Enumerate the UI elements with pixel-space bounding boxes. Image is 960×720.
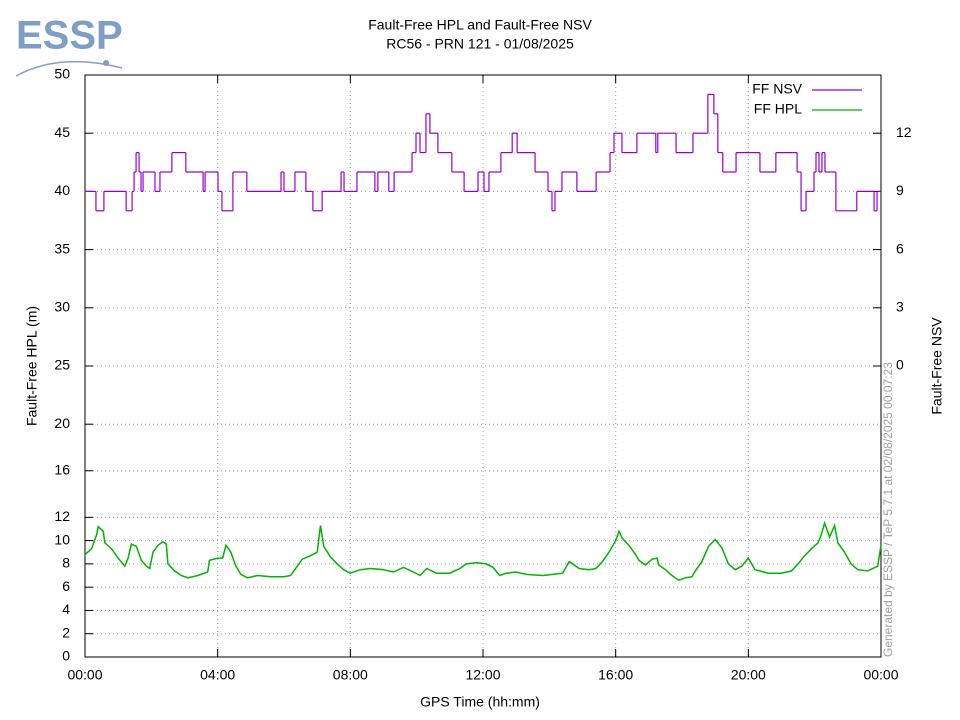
y-tick-label: 6 [62, 578, 70, 594]
legend-label: FF NSV [752, 81, 802, 97]
y-tick-label: 16 [54, 461, 70, 477]
y-tick-label: 10 [54, 531, 70, 547]
y-tick-label: 8 [62, 555, 70, 571]
x-tick-label: 20:00 [731, 667, 766, 683]
chart-title: Fault-Free HPL and Fault-Free NSV [368, 17, 592, 33]
hpl-line [84, 520, 882, 582]
plot-frame [84, 74, 882, 658]
y-axis-label: Fault-Free HPL (m) [24, 306, 40, 426]
y2-tick-label: 6 [896, 240, 904, 256]
y-tick-label: 50 [54, 66, 70, 82]
y-tick-label: 2 [62, 624, 70, 640]
y2-tick-label: 0 [896, 357, 904, 373]
x-tick-label: 08:00 [333, 667, 368, 683]
y-tick-label: 0 [62, 648, 70, 664]
logo: ESSP [16, 14, 123, 58]
y-tick-label: 4 [62, 601, 70, 617]
logo-arc [15, 60, 123, 77]
x-axis-label: GPS Time (hh:mm) [420, 694, 540, 710]
watermark: Generated by ESSP / TeP 5.7.1 at 02/08/2… [881, 362, 895, 657]
y-tick-label: 25 [54, 357, 70, 373]
y-tick-label: 35 [54, 240, 70, 256]
y2-tick-label: 9 [896, 182, 904, 198]
y2-tick-label: 3 [896, 299, 904, 315]
x-tick-label: 00:00 [863, 667, 898, 683]
y-tick-label: 45 [54, 124, 70, 140]
y-tick-label: 40 [54, 182, 70, 198]
x-tick-label: 04:00 [200, 667, 235, 683]
y2-axis-label: Fault-Free NSV [929, 317, 945, 415]
x-tick-label: 00:00 [67, 667, 102, 683]
logo-dot [103, 60, 109, 66]
y-tick-label: 30 [54, 299, 70, 315]
x-tick-label: 12:00 [465, 667, 500, 683]
chart-subtitle: RC56 - PRN 121 - 01/08/2025 [386, 36, 574, 52]
x-tick-label: 16:00 [598, 667, 633, 683]
legend-label: FF HPL [754, 101, 802, 117]
y-tick-label: 12 [54, 508, 70, 524]
y2-tick-label: 12 [896, 124, 912, 140]
y-tick-label: 20 [54, 415, 70, 431]
